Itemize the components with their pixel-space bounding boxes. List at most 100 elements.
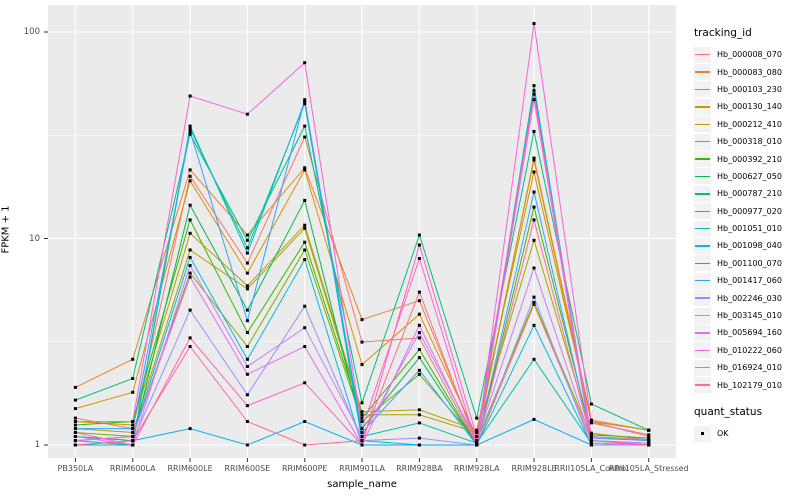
- data-point: [188, 203, 192, 207]
- legend-item-Hb_102179_010: Hb_102179_010: [694, 376, 798, 394]
- data-point: [417, 290, 421, 294]
- data-point: [417, 336, 421, 340]
- legend-item-Hb_001100_070: Hb_001100_070: [694, 255, 798, 272]
- data-point: [245, 357, 249, 361]
- legend-key: [694, 272, 711, 289]
- data-point: [360, 401, 364, 405]
- data-point: [188, 231, 192, 235]
- data-point: [303, 226, 307, 230]
- y-tick-label: 100: [23, 27, 40, 37]
- data-point: [303, 345, 307, 348]
- data-point: [532, 190, 536, 194]
- x-axis-title: sample_name: [327, 479, 397, 490]
- data-point: [188, 308, 192, 312]
- legend-item-label: Hb_001100_070: [717, 258, 782, 268]
- legend-key: [694, 133, 711, 150]
- data-point: [245, 112, 249, 116]
- legend-key: [694, 116, 711, 133]
- axis-tick-marks: [44, 31, 650, 462]
- data-point: [360, 413, 364, 417]
- data-point: [532, 89, 536, 93]
- data-point: [532, 84, 536, 88]
- legend-item-Hb_000627_050: Hb_000627_050: [694, 168, 798, 185]
- legend-item-Hb_000212_410: Hb_000212_410: [694, 116, 798, 133]
- data-point: [417, 312, 421, 316]
- x-tick-label-RRIM928LA: RRIM928LA: [453, 464, 500, 473]
- legend-item-Hb_000130_140: Hb_000130_140: [694, 98, 798, 115]
- y-axis-title: FPKM + 1: [0, 205, 12, 254]
- x-tick-label-RRIM600LE: RRIM600LE: [167, 464, 213, 473]
- data-point: [188, 248, 192, 252]
- data-point: [73, 427, 77, 431]
- data-point: [417, 413, 421, 417]
- x-tick-label-RRII105LA_Control: RRII105LA_Control: [554, 464, 629, 473]
- legend-item-Hb_010222_060: Hb_010222_060: [694, 342, 798, 359]
- data-point: [417, 348, 421, 351]
- data-point: [188, 168, 192, 172]
- data-point: [303, 168, 307, 172]
- data-point: [245, 345, 249, 348]
- data-point: [303, 198, 307, 202]
- legend-item-label: Hb_005694_160: [717, 328, 782, 338]
- legend-key: [694, 307, 711, 324]
- data-point: [532, 129, 536, 133]
- data-point: [188, 174, 192, 178]
- data-point: [131, 423, 135, 427]
- data-point: [303, 61, 307, 65]
- data-point: [360, 427, 364, 431]
- data-point: [647, 436, 651, 440]
- data-point: [417, 356, 421, 360]
- legend-item-label: Hb_001417_060: [717, 276, 782, 286]
- y-tick-label: 10: [29, 233, 40, 244]
- series-color-line-icon: [695, 210, 710, 212]
- data-point: [532, 238, 536, 242]
- data-point: [188, 255, 192, 259]
- x-tick-label-RRII105LA_Stressed: RRII105LA_Stressed: [608, 464, 689, 473]
- legend-item-label: Hb_001051_010: [717, 224, 782, 234]
- data-point: [417, 257, 421, 260]
- data-point: [245, 284, 249, 288]
- data-point: [475, 431, 479, 434]
- data-point: [360, 420, 364, 423]
- data-point: [188, 179, 192, 183]
- data-point: [73, 407, 77, 411]
- data-point: [417, 408, 421, 412]
- data-point: [417, 368, 421, 372]
- data-point: [475, 439, 479, 443]
- data-point: [188, 345, 192, 348]
- data-point: [245, 246, 249, 250]
- legend-key: [694, 151, 711, 168]
- x-tick-label-RRIM600SE: RRIM600SE: [224, 464, 271, 473]
- data-point: [647, 435, 651, 438]
- data-point: [417, 299, 421, 303]
- data-point: [188, 427, 192, 431]
- data-point: [303, 248, 307, 252]
- data-point: [131, 420, 135, 423]
- data-point: [532, 205, 536, 209]
- data-point: [245, 271, 249, 275]
- x-tick-label-RRIM600PE: RRIM600PE: [281, 464, 328, 473]
- data-point: [188, 336, 192, 340]
- legend-key: [694, 237, 711, 254]
- data-point: [532, 302, 536, 306]
- legend-item-label: Hb_010222_060: [717, 345, 782, 355]
- data-point: [417, 372, 421, 376]
- data-point: [131, 427, 135, 431]
- data-point: [360, 340, 364, 344]
- data-point: [73, 385, 77, 389]
- data-point: [73, 420, 77, 423]
- data-point: [131, 431, 135, 434]
- data-point: [589, 436, 593, 440]
- data-point: [303, 102, 307, 106]
- legend-key: [694, 290, 711, 307]
- data-point: [589, 402, 593, 406]
- data-point: [245, 251, 249, 255]
- data-point: [245, 331, 249, 335]
- data-point: [303, 240, 307, 244]
- legend-key: [694, 81, 711, 98]
- data-point: [475, 441, 479, 445]
- legend-item-Hb_000008_070: Hb_000008_070: [694, 46, 798, 63]
- data-point: [73, 416, 77, 420]
